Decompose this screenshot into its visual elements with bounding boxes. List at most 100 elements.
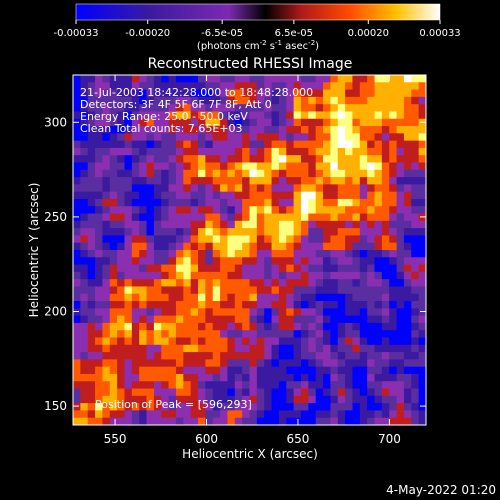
heatmap-cell <box>146 293 155 302</box>
heatmap-cell <box>411 330 420 338</box>
heatmap-cell <box>183 381 192 390</box>
heatmap-cell <box>271 395 280 404</box>
heatmap-cell <box>109 82 118 91</box>
heatmap-cell <box>117 322 125 331</box>
heatmap-cell <box>131 118 140 127</box>
heatmap-cell <box>359 388 368 397</box>
heatmap-cell <box>345 96 353 105</box>
heatmap-cell <box>161 75 170 83</box>
heatmap-cell <box>161 198 170 207</box>
heatmap-cell <box>300 162 309 171</box>
heatmap-cell <box>87 118 96 127</box>
heatmap-cell <box>396 206 405 215</box>
heatmap-cell <box>337 162 346 171</box>
annotation-clean: Clean Total counts: 7.65E+03 <box>80 122 243 135</box>
heatmap-cell <box>175 104 184 112</box>
heatmap-cell <box>146 191 155 200</box>
heatmap-cell <box>124 337 133 346</box>
heatmap-cell <box>109 359 118 368</box>
heatmap-cell <box>286 373 295 382</box>
x-tick-label: 600 <box>195 432 218 446</box>
heatmap-cell <box>345 89 353 98</box>
heatmap-cell <box>271 155 280 163</box>
heatmap-cell <box>117 359 125 368</box>
heatmap-cell <box>227 410 236 419</box>
heatmap-cell <box>161 395 170 404</box>
heatmap-cell <box>161 177 170 185</box>
heatmap-cell <box>315 96 324 105</box>
heatmap-cell <box>389 330 398 338</box>
heatmap-cell <box>352 381 361 390</box>
heatmap-cell <box>153 220 162 229</box>
heatmap-cell <box>367 359 376 368</box>
heatmap-cell <box>153 359 162 368</box>
heatmap-cell <box>80 220 89 229</box>
heatmap-cell <box>256 308 265 317</box>
heatmap-cell <box>168 359 177 368</box>
heatmap-cell <box>315 257 324 266</box>
heatmap-cell <box>418 344 426 353</box>
heatmap-cell <box>300 228 309 236</box>
heatmap-cell <box>264 250 273 258</box>
heatmap-cell <box>124 177 133 185</box>
heatmap-cell <box>323 264 331 273</box>
heatmap-cell <box>286 271 295 280</box>
heatmap-cell <box>411 315 420 324</box>
heatmap-cell <box>205 191 214 200</box>
heatmap-cell <box>389 235 398 244</box>
heatmap-cell <box>242 403 250 411</box>
heatmap-cell <box>102 235 111 244</box>
heatmap-cell <box>109 118 118 127</box>
heatmap-cell <box>345 250 353 258</box>
heatmap-cell <box>80 191 89 200</box>
heatmap-cell <box>153 395 162 404</box>
heatmap-cell <box>367 89 376 98</box>
heatmap-cell <box>153 111 162 120</box>
heatmap-cell <box>131 403 140 411</box>
heatmap-cell <box>131 177 140 185</box>
heatmap-cell <box>381 257 390 266</box>
heatmap-cell <box>264 147 273 156</box>
heatmap-cell <box>256 271 265 280</box>
heatmap-cell <box>300 388 309 397</box>
heatmap-cell <box>337 271 346 280</box>
heatmap-cell <box>131 264 140 273</box>
heatmap-cell <box>374 381 383 390</box>
heatmap-cell <box>352 228 361 236</box>
heatmap-cell <box>212 279 221 287</box>
heatmap-cell <box>403 395 412 404</box>
heatmap-cell <box>168 118 177 127</box>
heatmap-cell <box>411 352 420 360</box>
heatmap-cell <box>153 133 162 142</box>
heatmap-cell <box>330 104 339 112</box>
heatmap-cell <box>396 155 405 163</box>
heatmap-cell <box>102 75 111 83</box>
heatmap-cell <box>227 264 236 273</box>
heatmap-cell <box>80 264 89 273</box>
heatmap-cell <box>411 184 420 193</box>
heatmap-cell <box>146 155 155 163</box>
heatmap-cell <box>117 177 125 185</box>
heatmap-cell <box>73 271 81 280</box>
heatmap-cell <box>293 104 302 112</box>
heatmap-cell <box>139 82 148 91</box>
heatmap-cell <box>249 286 258 295</box>
heatmap-cell <box>330 111 339 120</box>
heatmap-cell <box>220 381 228 390</box>
heatmap-cell <box>308 293 317 302</box>
heatmap-cell <box>315 373 324 382</box>
heatmap-cell <box>102 293 111 302</box>
annotation-peak-position: Position of Peak = [596,293] <box>95 398 252 411</box>
heatmap-cell <box>352 286 361 295</box>
heatmap-cell <box>146 184 155 193</box>
heatmap-cell <box>396 96 405 105</box>
heatmap-cell <box>153 330 162 338</box>
heatmap-cell <box>271 359 280 368</box>
heatmap-cell <box>396 118 405 127</box>
heatmap-cell <box>139 162 148 171</box>
heatmap-cell <box>389 126 398 134</box>
heatmap-cell <box>278 315 287 324</box>
heatmap-cell <box>212 228 221 236</box>
heatmap-cell <box>146 89 155 98</box>
heatmap-cell <box>374 344 383 353</box>
